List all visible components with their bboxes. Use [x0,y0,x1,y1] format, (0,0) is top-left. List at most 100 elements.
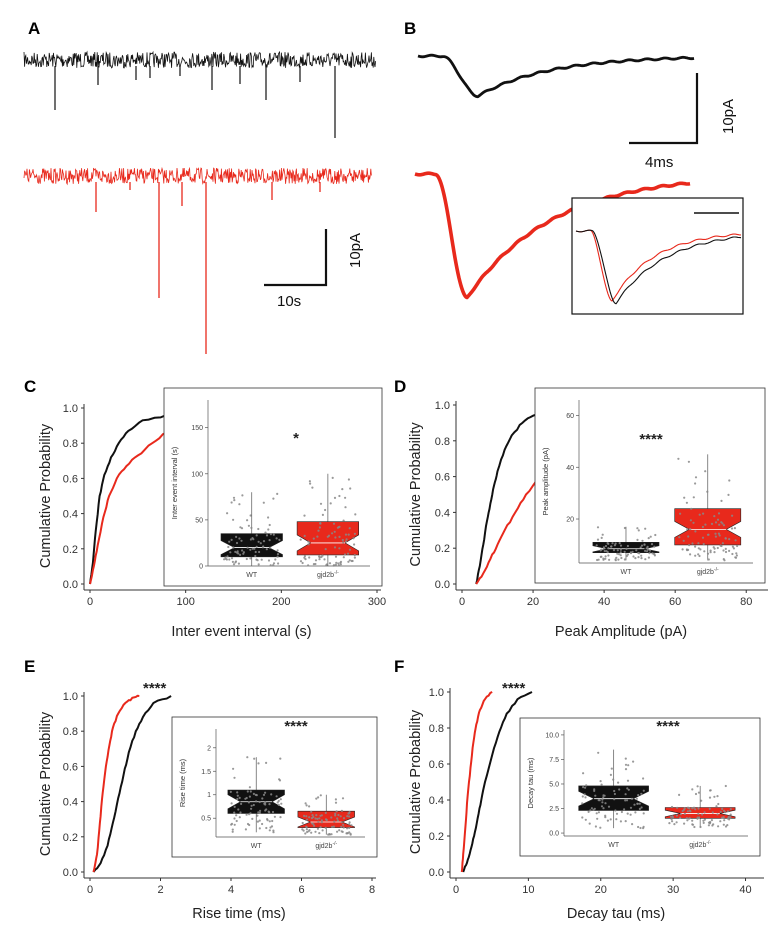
inset-data-point [268,523,271,527]
inset-data-point [228,540,231,543]
inset-data-point [678,793,681,797]
inset-data-point [279,798,282,801]
panel-a-time-scale: 10s [277,293,301,310]
inset-data-point [318,832,321,835]
inset-data-point [610,545,613,548]
x-axis-label: Rise time (ms) [192,906,285,922]
inset-data-point [342,541,345,544]
inset-data-point [239,553,242,557]
inset-data-point [305,818,309,821]
ko-box [674,508,742,546]
inset-data-point [731,545,735,548]
inset-data-point [653,545,656,548]
inset-data-point [230,501,233,504]
inset-y-tick-label: 7.5 [549,757,559,764]
ko-cumulative-line [460,691,493,873]
inset-data-point [691,823,694,826]
inset-data-point [231,828,234,831]
x-tick-label: 200 [272,596,290,608]
inset-data-point [353,556,356,559]
inset-data-point [585,784,588,787]
inset-data-point [679,813,683,816]
inset-data-point [228,558,231,561]
inset-data-point [590,807,594,810]
inset-data-point [702,542,705,546]
inset-data-point [270,793,273,796]
inset-data-point [679,816,682,819]
inset-y-tick-label: 100 [191,471,203,478]
inset-data-point [258,827,261,830]
wt-box [220,533,283,558]
inset-data-point [232,518,235,521]
inset-data-point [337,562,340,565]
ko-trace [23,166,372,186]
inset-data-point [258,811,261,815]
x-tick-label: 0 [459,596,465,608]
inset-data-point [707,824,711,827]
inset-data-point [250,804,253,807]
inset-data-point [615,812,619,815]
inset-data-point [581,816,584,819]
inset-data-point [272,562,276,565]
ko-average-trace [414,171,691,300]
inset-data-point [339,560,343,564]
inset-data-point [735,554,739,557]
inset-data-point [633,803,636,806]
inset-data-point [319,522,322,525]
inset-data-point [584,818,587,821]
inset-data-point [264,531,267,534]
inset-data-point [354,513,357,516]
inset-data-point [237,552,240,555]
inset-data-point [730,527,734,530]
inset-data-point [348,821,351,824]
inset-data-point [699,825,702,829]
inset-data-point [343,553,347,556]
x-tick-label: 2 [157,884,163,896]
inset-data-point [724,537,727,540]
inset-data-point [627,788,630,791]
inset-data-point [232,767,235,770]
inset-data-point [248,786,251,789]
inset-data-point [349,487,352,490]
inset-data-point [624,793,627,796]
inset-data-point [257,540,260,543]
inset-data-point [241,549,244,552]
inset-data-point [230,802,233,805]
inset-data-point [246,519,249,522]
inset-data-point [682,808,686,812]
panel-label-a: A [28,19,40,38]
inset-data-point [308,556,311,559]
x-tick-label: 40 [598,596,610,608]
inset-y-tick-label: 40 [566,465,574,472]
inset-data-point [277,562,280,565]
inset-data-point [233,811,236,814]
y-tick-label: 0.6 [435,472,450,484]
inset-data-point [334,812,337,815]
inset-data-point [677,457,680,460]
inset-data-point [275,795,278,798]
inset-data-point [640,557,643,560]
inset-data-point [255,794,258,797]
inset-data-point [729,813,732,816]
inset-data-point [255,545,258,549]
inset-data-point [615,556,618,559]
inset-data-point [593,789,596,793]
inset-data-point [702,821,705,825]
inset-x-tick-label: gjd2b-/- [689,840,711,849]
inset-data-point [689,553,692,556]
inset-data-point [321,829,324,832]
inset-data-point [701,813,704,816]
inset-data-point [638,802,641,805]
inset-data-point [341,797,345,800]
inset-data-point [641,539,644,542]
inset-data-point [236,794,239,797]
inset-data-point [625,554,629,558]
inset-data-point [247,524,250,527]
inset-data-point [340,830,343,833]
inset-y-label: Inter event interval (s) [170,446,179,519]
inset-data-point [226,512,229,515]
inset-data-point [724,784,727,788]
inset-data-point [630,797,634,800]
inset-data-point [696,816,699,819]
